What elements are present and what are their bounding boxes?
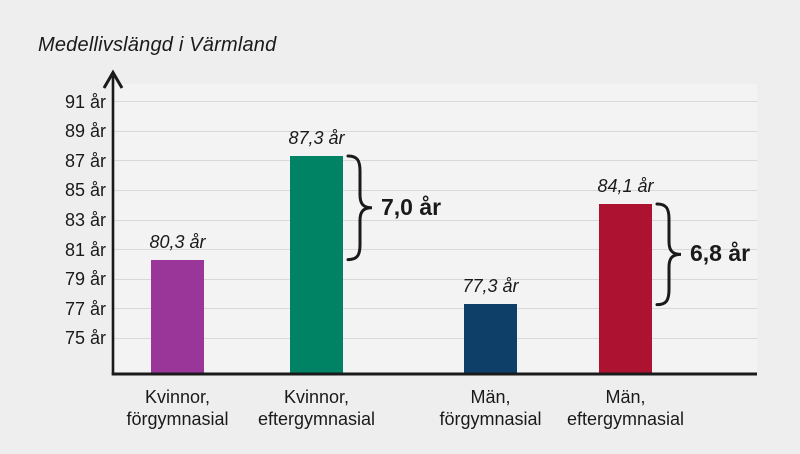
y-axis-tick-label: 87 år: [64, 150, 106, 171]
y-axis-arrow-icon: [102, 69, 124, 89]
bar-kvinnor-forgymnasial: [151, 260, 204, 374]
y-axis-tick-label: 89 år: [64, 121, 106, 142]
brace-icon: [655, 202, 682, 306]
difference-label-0: 7,0 år: [381, 194, 442, 221]
gridline: [114, 337, 757, 339]
y-axis-tick-label: 75 år: [64, 328, 106, 349]
y-axis-tick-label: 79 år: [64, 269, 106, 290]
value-label-kvinnor-forgymnasial: 80,3 år: [149, 232, 206, 253]
category-label-man-eftergymnasial: Män, eftergymnasial: [566, 387, 685, 429]
value-label-man-eftergymnasial: 84,1 år: [597, 175, 654, 196]
difference-label-1: 6,8 år: [690, 240, 751, 267]
bar-man-forgymnasial: [464, 304, 517, 374]
y-axis: [102, 69, 124, 375]
gridline: [114, 219, 757, 221]
gridline: [114, 249, 757, 251]
gridline: [114, 278, 757, 280]
category-label-kvinnor-eftergymnasial: Kvinnor, eftergymnasial: [257, 387, 376, 429]
bar-man-eftergymnasial: [599, 203, 652, 374]
brace-icon: [346, 154, 373, 262]
y-axis-tick-label: 83 år: [64, 210, 106, 231]
gridline: [114, 308, 757, 310]
y-axis-tick-label: 77 år: [64, 298, 106, 319]
value-label-man-forgymnasial: 77,3 år: [462, 276, 519, 297]
y-axis-tick-label: 91 år: [64, 91, 106, 112]
gridline: [114, 130, 757, 132]
gridline: [114, 160, 757, 162]
bar-kvinnor-eftergymnasial: [290, 156, 343, 374]
y-axis-tick-label: 81 år: [64, 239, 106, 260]
y-axis-tick-label: 85 år: [64, 180, 106, 201]
gridline: [114, 189, 757, 191]
category-label-man-forgymnasial: Män, förgymnasial: [439, 387, 542, 429]
gridline: [114, 101, 757, 103]
value-label-kvinnor-eftergymnasial: 87,3 år: [288, 128, 345, 149]
chart-title: Medellivslängd i Värmland: [38, 34, 277, 56]
category-label-kvinnor-forgymnasial: Kvinnor, förgymnasial: [126, 387, 229, 429]
